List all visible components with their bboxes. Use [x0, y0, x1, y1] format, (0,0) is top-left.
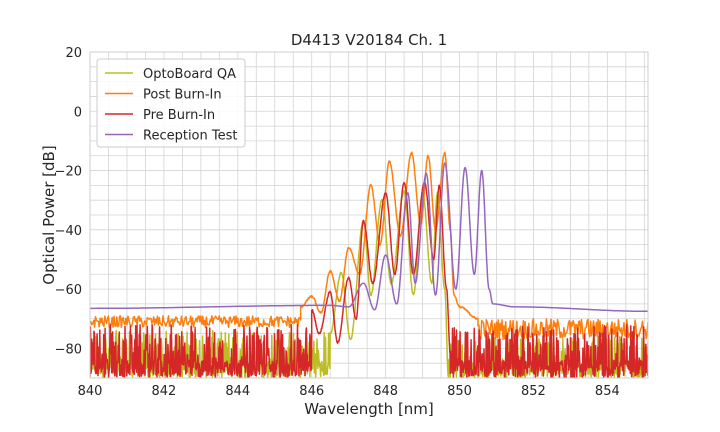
chart-title: D4413 V20184 Ch. 1	[291, 31, 447, 49]
x-tick-label: 850	[447, 384, 472, 399]
series-line-post-burn-in	[90, 151, 648, 341]
y-tick-label: −60	[55, 283, 82, 298]
x-tick-label: 852	[521, 384, 546, 399]
x-tick-label: 854	[595, 384, 620, 399]
legend: OptoBoard QA Post Burn-In Pre Burn-In Recep…	[96, 58, 246, 148]
legend-box	[96, 58, 246, 148]
y-tick-label: 20	[65, 46, 82, 61]
series-line-pre-burn-in	[90, 180, 648, 378]
y-tick-label: −80	[55, 342, 82, 357]
x-tick-label: 840	[78, 384, 103, 399]
legend-label: OptoBoard QA	[143, 67, 236, 82]
y-axis-label: Optical Power [dB]	[40, 145, 58, 284]
tick-labels: 840 842 844 846 848 850 852 854 20 0 −20 −40 −60 −80	[55, 46, 620, 399]
x-tick-label: 848	[373, 384, 398, 399]
x-axis-label: Wavelength [nm]	[304, 400, 434, 418]
x-tick-label: 846	[299, 384, 324, 399]
series-line-optoboard-qa	[90, 189, 648, 378]
y-tick-label: −20	[55, 165, 82, 180]
x-tick-label: 842	[151, 384, 176, 399]
legend-label: Post Burn-In	[143, 88, 222, 103]
series-line-reception-test	[90, 162, 648, 313]
series-lines	[90, 151, 648, 378]
x-tick-label: 844	[225, 384, 250, 399]
plot-frame	[89, 51, 649, 379]
legend-label: Reception Test	[143, 129, 237, 144]
legend-label: Pre Burn-In	[143, 108, 215, 123]
y-tick-label: −40	[55, 224, 82, 239]
y-tick-label: 0	[74, 105, 82, 120]
